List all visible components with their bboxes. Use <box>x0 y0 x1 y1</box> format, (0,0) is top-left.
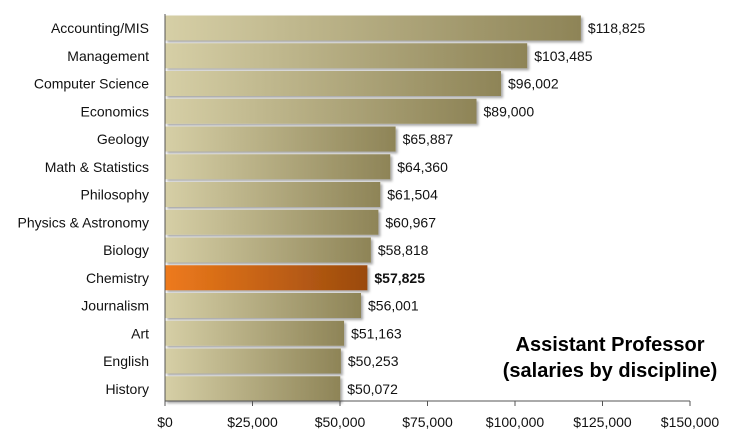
category-label-journalism: Journalism <box>81 298 149 314</box>
value-label-accounting-mis: $118,825 <box>588 20 646 36</box>
category-label-computer-science: Computer Science <box>34 76 149 92</box>
bar-accounting-mis <box>165 15 581 41</box>
x-tick-label: $75,000 <box>402 414 453 430</box>
bar-chemistry <box>165 265 368 291</box>
value-label-math-statistics: $64,360 <box>397 159 448 175</box>
x-tick-label: $125,000 <box>573 414 632 430</box>
x-tick-label: $50,000 <box>315 414 366 430</box>
bar-biology <box>165 237 371 263</box>
category-label-economics: Economics <box>81 103 149 119</box>
bar-computer-science <box>165 71 502 96</box>
value-label-art: $51,163 <box>351 325 402 341</box>
category-label-physics-astronomy: Physics & Astronomy <box>18 214 150 230</box>
value-label-journalism: $56,001 <box>368 298 419 314</box>
category-label-math-statistics: Math & Statistics <box>45 159 149 175</box>
chart-title: Assistant Professor (salaries by discipl… <box>490 332 730 384</box>
bar-economics <box>165 98 477 124</box>
value-label-chemistry: $57,825 <box>374 270 425 286</box>
value-label-physics-astronomy: $60,967 <box>385 214 436 230</box>
bars: Accounting/MIS $118,825 Management $103,485… <box>18 15 646 402</box>
value-label-management: $103,485 <box>534 48 593 64</box>
category-label-geology: Geology <box>97 131 149 147</box>
value-label-biology: $58,818 <box>378 242 429 258</box>
x-tick-label: $150,000 <box>661 414 720 430</box>
category-label-chemistry: Chemistry <box>86 270 149 286</box>
value-label-history: $50,072 <box>347 381 398 397</box>
value-label-computer-science: $96,002 <box>508 76 559 92</box>
chart-title-line1: Assistant Professor <box>515 334 705 356</box>
category-label-management: Management <box>67 48 149 64</box>
x-tick-label: $100,000 <box>486 414 545 430</box>
category-label-philosophy: Philosophy <box>81 187 150 203</box>
category-label-accounting-mis: Accounting/MIS <box>51 20 149 36</box>
bar-geology <box>165 126 396 152</box>
category-label-art: Art <box>131 325 149 341</box>
x-tick-label: $0 <box>157 414 173 430</box>
bar-physics-astronomy <box>165 209 379 235</box>
x-tick-label: $25,000 <box>227 414 278 430</box>
bar-math-statistics <box>165 154 391 180</box>
x-axis: $0 $25,000 $50,000 $75,000 $100,000 $125,000 $… <box>157 14 719 430</box>
value-label-philosophy: $61,504 <box>387 187 438 203</box>
category-label-english: English <box>103 353 149 369</box>
bar-art <box>165 320 345 346</box>
bar-english <box>165 348 341 374</box>
category-label-history: History <box>105 381 149 397</box>
value-label-english: $50,253 <box>348 353 399 369</box>
chart-title-line2: (salaries by discipline) <box>502 360 718 382</box>
value-label-economics: $89,000 <box>484 103 535 119</box>
value-label-geology: $65,887 <box>403 131 454 147</box>
category-label-biology: Biology <box>103 242 149 258</box>
bar-philosophy <box>165 182 381 207</box>
bar-history <box>165 376 341 402</box>
bar-journalism <box>165 293 362 318</box>
bar-management <box>165 43 528 69</box>
